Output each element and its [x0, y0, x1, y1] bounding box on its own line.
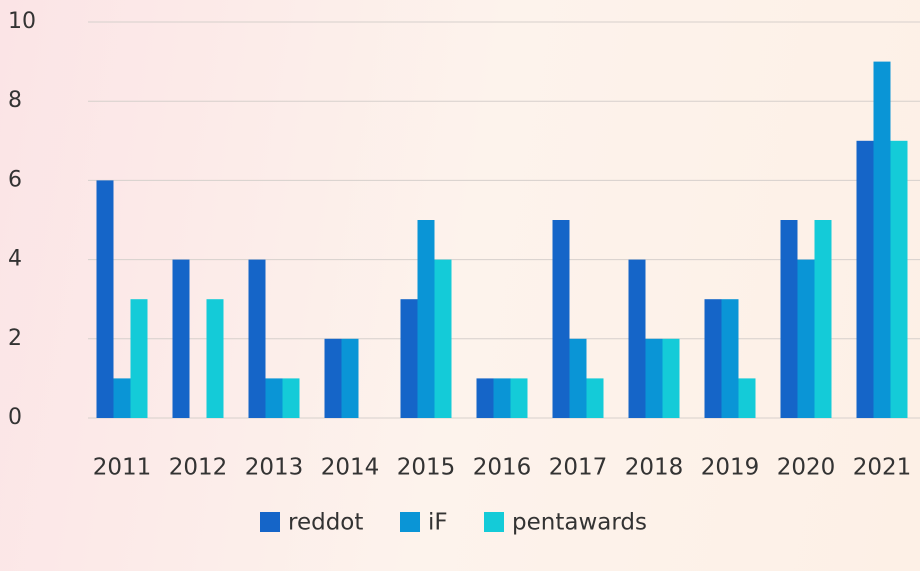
bar — [780, 220, 798, 418]
bar — [96, 180, 114, 418]
legend-label: pentawards — [512, 510, 647, 536]
y-tick-label: 8 — [8, 88, 22, 113]
bar — [417, 220, 435, 418]
bar — [569, 338, 587, 418]
y-tick-label: 2 — [8, 326, 22, 351]
legend-label: reddot — [288, 510, 363, 536]
bar — [282, 378, 300, 418]
bar — [662, 338, 680, 418]
x-tick-label: 2016 — [473, 455, 532, 481]
y-tick-label: 6 — [8, 167, 22, 192]
x-tick-label: 2013 — [245, 455, 304, 481]
bar — [645, 338, 663, 418]
x-tick-label: 2020 — [777, 455, 836, 481]
legend-swatch — [260, 512, 280, 532]
x-tick-label: 2017 — [549, 455, 608, 481]
x-tick-label: 2021 — [853, 455, 912, 481]
bar — [130, 299, 148, 418]
x-tick-label: 2015 — [397, 455, 456, 481]
x-tick-label: 2011 — [93, 455, 152, 481]
bar — [856, 140, 874, 419]
bar — [704, 299, 722, 418]
bar — [552, 220, 570, 418]
bar — [797, 259, 815, 418]
bar — [814, 220, 832, 418]
legend-swatch — [400, 512, 420, 532]
bar — [206, 299, 224, 418]
bar — [510, 378, 528, 418]
y-tick-label: 4 — [8, 247, 22, 272]
bar — [341, 338, 359, 418]
legend-swatch — [484, 512, 504, 532]
bar — [721, 299, 739, 418]
legend-label: iF — [428, 510, 448, 536]
bar — [586, 378, 604, 418]
bar — [738, 378, 756, 418]
bar — [628, 259, 646, 418]
bar — [493, 378, 511, 418]
bar — [873, 61, 891, 418]
bar — [265, 378, 283, 418]
bar — [476, 378, 494, 418]
bar — [434, 259, 452, 418]
y-tick-label: 10 — [8, 9, 36, 34]
bar — [890, 140, 908, 419]
bar — [324, 338, 342, 418]
y-tick-label: 0 — [8, 405, 22, 430]
x-tick-label: 2019 — [701, 455, 760, 481]
x-tick-label: 2012 — [169, 455, 228, 481]
x-tick-label: 2018 — [625, 455, 684, 481]
bar — [172, 259, 190, 418]
bar — [113, 378, 131, 418]
x-tick-label: 2014 — [321, 455, 380, 481]
bar — [400, 299, 418, 418]
bar — [248, 259, 266, 418]
